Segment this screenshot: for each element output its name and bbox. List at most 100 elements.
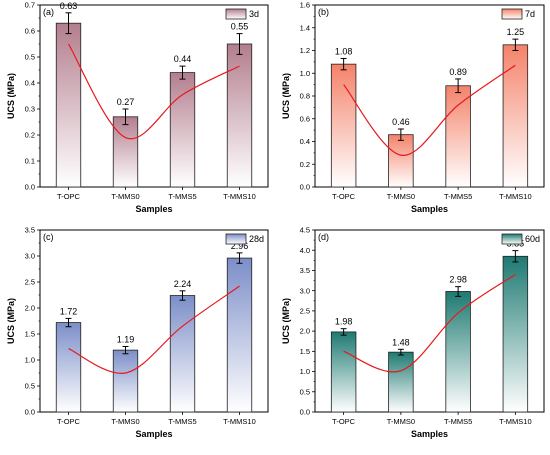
data-label: 0.89	[449, 67, 467, 77]
x-axis-title: Samples	[411, 204, 448, 214]
x-tick-label: T-MMS10	[499, 192, 532, 201]
y-tick-label: 0.7	[25, 1, 35, 10]
y-tick-label: 0.0	[25, 408, 35, 417]
bar	[388, 134, 414, 188]
bar	[226, 257, 253, 413]
y-axis-title: UCS (MPa)	[6, 298, 16, 344]
bar	[226, 43, 253, 188]
data-label: 2.98	[449, 275, 467, 285]
y-tick-label: 1.0	[300, 367, 310, 376]
y-tick-label: 3.5	[25, 226, 35, 235]
y-tick-label: 0.2	[300, 160, 310, 169]
data-label: 1.08	[335, 46, 353, 56]
chart-panel-4: 0.0 0.5 1.0 1.5 2.0 2.5 3.0 3.5 4.0 4.5 1.98 T-OPC 1…	[281, 226, 545, 439]
x-tick-label: T-MMS10	[499, 417, 532, 426]
y-tick-label: 1.5	[300, 347, 310, 356]
chart-panel-3: 0.0 0.5 1.0 1.5 2.0 2.5 3.0 3.5 1.72 T-OPC 1.19 T-M…	[6, 226, 269, 439]
y-tick-label: 0.0	[300, 183, 310, 192]
x-tick-label: T-MMS0	[111, 417, 139, 426]
y-tick-label: 0.0	[25, 183, 35, 192]
y-axis-title: UCS (MPa)	[6, 73, 16, 119]
x-tick-label: T-MMS5	[444, 192, 472, 201]
bar	[330, 63, 357, 188]
x-tick-label: T-MMS10	[223, 417, 256, 426]
y-tick-label: 0.6	[300, 114, 310, 123]
x-tick-label: T-MMS0	[387, 417, 415, 426]
y-tick-label: 0.6	[25, 27, 35, 36]
legend-swatch	[225, 233, 247, 245]
data-label: 1.19	[117, 334, 135, 344]
bar	[169, 295, 196, 413]
y-tick-label: 0.4	[300, 137, 310, 146]
data-label: 0.63	[60, 1, 78, 11]
data-label: 2.24	[174, 279, 192, 289]
bar	[445, 291, 471, 413]
legend-label: 3d	[249, 9, 259, 19]
y-tick-label: 2.5	[25, 278, 35, 287]
y-tick-label: 0.0	[300, 408, 310, 417]
y-tick-label: 3.0	[300, 286, 310, 295]
x-tick-label: T-MMS5	[168, 192, 196, 201]
data-label: 0.55	[231, 22, 249, 32]
y-tick-label: 0.8	[300, 92, 310, 101]
chart-panel-2: 0.0 0.2 0.4 0.6 0.8 1.0 1.2 1.4 1.6 1.08 T-OPC 0.46…	[281, 1, 545, 214]
panel-label: (d)	[318, 232, 329, 242]
x-tick-label: T-MMS5	[168, 417, 196, 426]
bar	[169, 72, 196, 188]
y-tick-label: 1.4	[300, 23, 310, 32]
y-tick-label: 3.5	[300, 266, 310, 275]
x-tick-label: T-MMS0	[387, 192, 415, 201]
bar	[55, 22, 82, 188]
y-tick-label: 4.0	[300, 246, 310, 255]
bar	[112, 116, 139, 188]
data-label: 1.98	[335, 317, 353, 327]
x-tick-label: T-OPC	[332, 192, 356, 201]
data-label: 0.46	[392, 117, 410, 127]
bar	[55, 322, 82, 413]
x-tick-label: T-MMS5	[444, 417, 472, 426]
x-axis-title: Samples	[411, 429, 448, 439]
y-tick-label: 1.5	[25, 330, 35, 339]
legend-label: 28d	[249, 234, 264, 244]
panel-label: (b)	[318, 7, 329, 17]
trend-line	[343, 273, 516, 373]
x-tick-label: T-OPC	[57, 417, 81, 426]
data-label: 0.44	[174, 54, 192, 64]
trend-line	[68, 285, 240, 374]
x-tick-label: T-MMS0	[111, 192, 139, 201]
y-tick-label: 0.1	[25, 157, 35, 166]
y-tick-label: 2.0	[300, 327, 310, 336]
y-tick-label: 0.3	[25, 105, 35, 114]
panel-label: (c)	[43, 232, 54, 242]
trend-line	[67, 43, 240, 140]
y-tick-label: 0.5	[300, 387, 310, 396]
y-tick-label: 1.6	[300, 1, 310, 10]
y-tick-label: 0.2	[25, 131, 35, 140]
x-axis-title: Samples	[135, 429, 172, 439]
chart-panel-1: 0.0 0.1 0.2 0.3 0.4 0.5 0.6 0.7 0.63 T-OPC 0.27 T-M…	[6, 1, 269, 214]
trend-line	[343, 64, 516, 156]
bar	[112, 349, 139, 413]
y-axis-title: UCS (MPa)	[281, 73, 291, 119]
bar	[445, 85, 471, 188]
legend-swatch	[501, 233, 523, 245]
y-tick-label: 0.5	[25, 382, 35, 391]
legend-swatch	[501, 8, 523, 20]
x-tick-label: T-MMS10	[223, 192, 256, 201]
data-label: 1.25	[507, 27, 525, 37]
bar	[502, 44, 529, 188]
y-tick-label: 1.2	[300, 46, 310, 55]
y-tick-label: 0.4	[25, 79, 35, 88]
x-tick-label: T-OPC	[57, 192, 81, 201]
data-label: 1.72	[60, 306, 78, 316]
data-label: 2.96	[231, 241, 249, 251]
bar	[330, 331, 357, 413]
y-tick-label: 4.5	[300, 226, 310, 235]
legend-label: 60d	[525, 234, 540, 244]
data-label: 0.27	[117, 97, 135, 107]
data-label: 1.48	[392, 337, 410, 347]
x-axis-title: Samples	[135, 204, 172, 214]
y-tick-label: 2.0	[25, 304, 35, 313]
panel-label: (a)	[43, 7, 54, 17]
y-tick-label: 1.0	[300, 69, 310, 78]
